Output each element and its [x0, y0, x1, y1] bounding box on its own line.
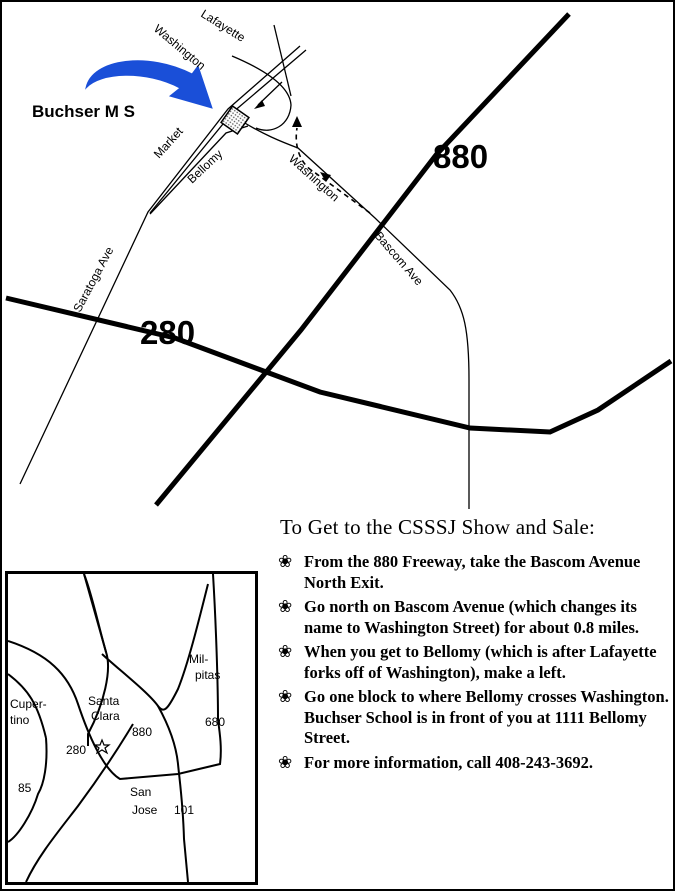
direction-text: When you get to Bellomy (which is after …: [304, 642, 657, 682]
inset-label-santa-clara-2: Clara: [91, 709, 120, 723]
school-label: Buchser M S: [32, 102, 135, 121]
direction-step: ❀ Go north on Bascom Avenue (which change…: [278, 597, 670, 638]
inset-label-san-jose-1: San: [130, 785, 151, 799]
street-label-washington-mid: Washington: [286, 152, 342, 205]
inset-road-cupertino: [8, 673, 47, 739]
saratoga-ave-road: [19, 45, 301, 485]
direction-text: From the 880 Freeway, take the Bascom Av…: [304, 552, 641, 592]
direction-text: For more information, call 408-243-3692.: [304, 752, 594, 772]
street-label-saratoga: Saratoga Ave: [70, 244, 116, 314]
inset-road-880: [101, 653, 189, 882]
inset-label-santa-clara-1: Santa: [88, 694, 120, 708]
direction-step: ❀ For more information, call 408-243-3692…: [278, 753, 670, 774]
inset-label-880: 880: [132, 725, 152, 739]
inset-label-280: 280: [66, 743, 86, 757]
school-building-icon: [220, 105, 250, 135]
lafayette-arrowhead-icon: [254, 100, 265, 109]
directions-list: ❀ From the 880 Freeway, take the Bascom A…: [278, 552, 670, 773]
street-label-lafayette: Lafayette: [198, 7, 248, 45]
direction-step: ❀ When you get to Bellomy (which is after…: [278, 642, 670, 683]
flower-bullet-icon: ❀: [278, 752, 293, 772]
flower-bullet-icon: ❀: [278, 642, 293, 661]
freeway-880: [154, 12, 571, 507]
flower-bullet-icon: ❀: [278, 687, 293, 706]
inset-road-85: [8, 737, 48, 843]
inset-road-north: [83, 574, 107, 653]
freeway-280: [5, 295, 673, 435]
washington-north-road: [273, 24, 292, 97]
flower-bullet-icon: ❀: [278, 597, 293, 616]
street-label-market: Market: [151, 124, 186, 161]
street-label-bellomy: Bellomy: [184, 147, 225, 186]
star-icon: [93, 738, 111, 755]
direction-text: Go one block to where Bellomy crosses Wa…: [304, 687, 669, 747]
inset-map-svg: Mil- pitas Cuper- tino Santa Clara 280 8…: [8, 574, 225, 882]
direction-step: ❀ Go one block to where Bellomy crosses W…: [278, 687, 670, 749]
freeway-label-880: 880: [433, 138, 488, 175]
lafayette-road: [231, 55, 292, 131]
inset-label-san-jose-2: Jose: [132, 803, 158, 817]
inset-label-cupertino-1: Cuper-: [10, 697, 47, 711]
inset-road-southwest: [25, 723, 134, 882]
washington-bascom-road: [239, 119, 470, 509]
blue-pointer-arrow-icon: [85, 60, 213, 109]
inset-label-101: 101: [174, 803, 194, 817]
inset-label-680: 680: [205, 715, 225, 729]
inset-label-85: 85: [18, 781, 32, 795]
direction-text: Go north on Bascom Avenue (which changes…: [304, 597, 640, 637]
route-arrow-left-icon: [320, 172, 331, 182]
inset-road-680: [157, 583, 209, 711]
freeway-label-280: 280: [140, 314, 195, 351]
route-arrow-up-icon: [292, 116, 302, 127]
directions-title: To Get to the CSSSJ Show and Sale:: [280, 515, 596, 539]
inset-label-milpitas-2: pitas: [195, 668, 220, 682]
route-dashed-path: [295, 127, 371, 214]
direction-step: ❀ From the 880 Freeway, take the Bascom A…: [278, 552, 670, 593]
inset-label-milpitas-1: Mil-: [189, 652, 208, 666]
directions-panel: To Get to the CSSSJ Show and Sale: ❀ From…: [278, 515, 670, 777]
inset-map: Mil- pitas Cuper- tino Santa Clara 280 8…: [5, 571, 258, 885]
inset-label-cupertino-2: tino: [10, 713, 30, 727]
flower-bullet-icon: ❀: [278, 552, 293, 571]
inset-road-east: [212, 574, 219, 721]
